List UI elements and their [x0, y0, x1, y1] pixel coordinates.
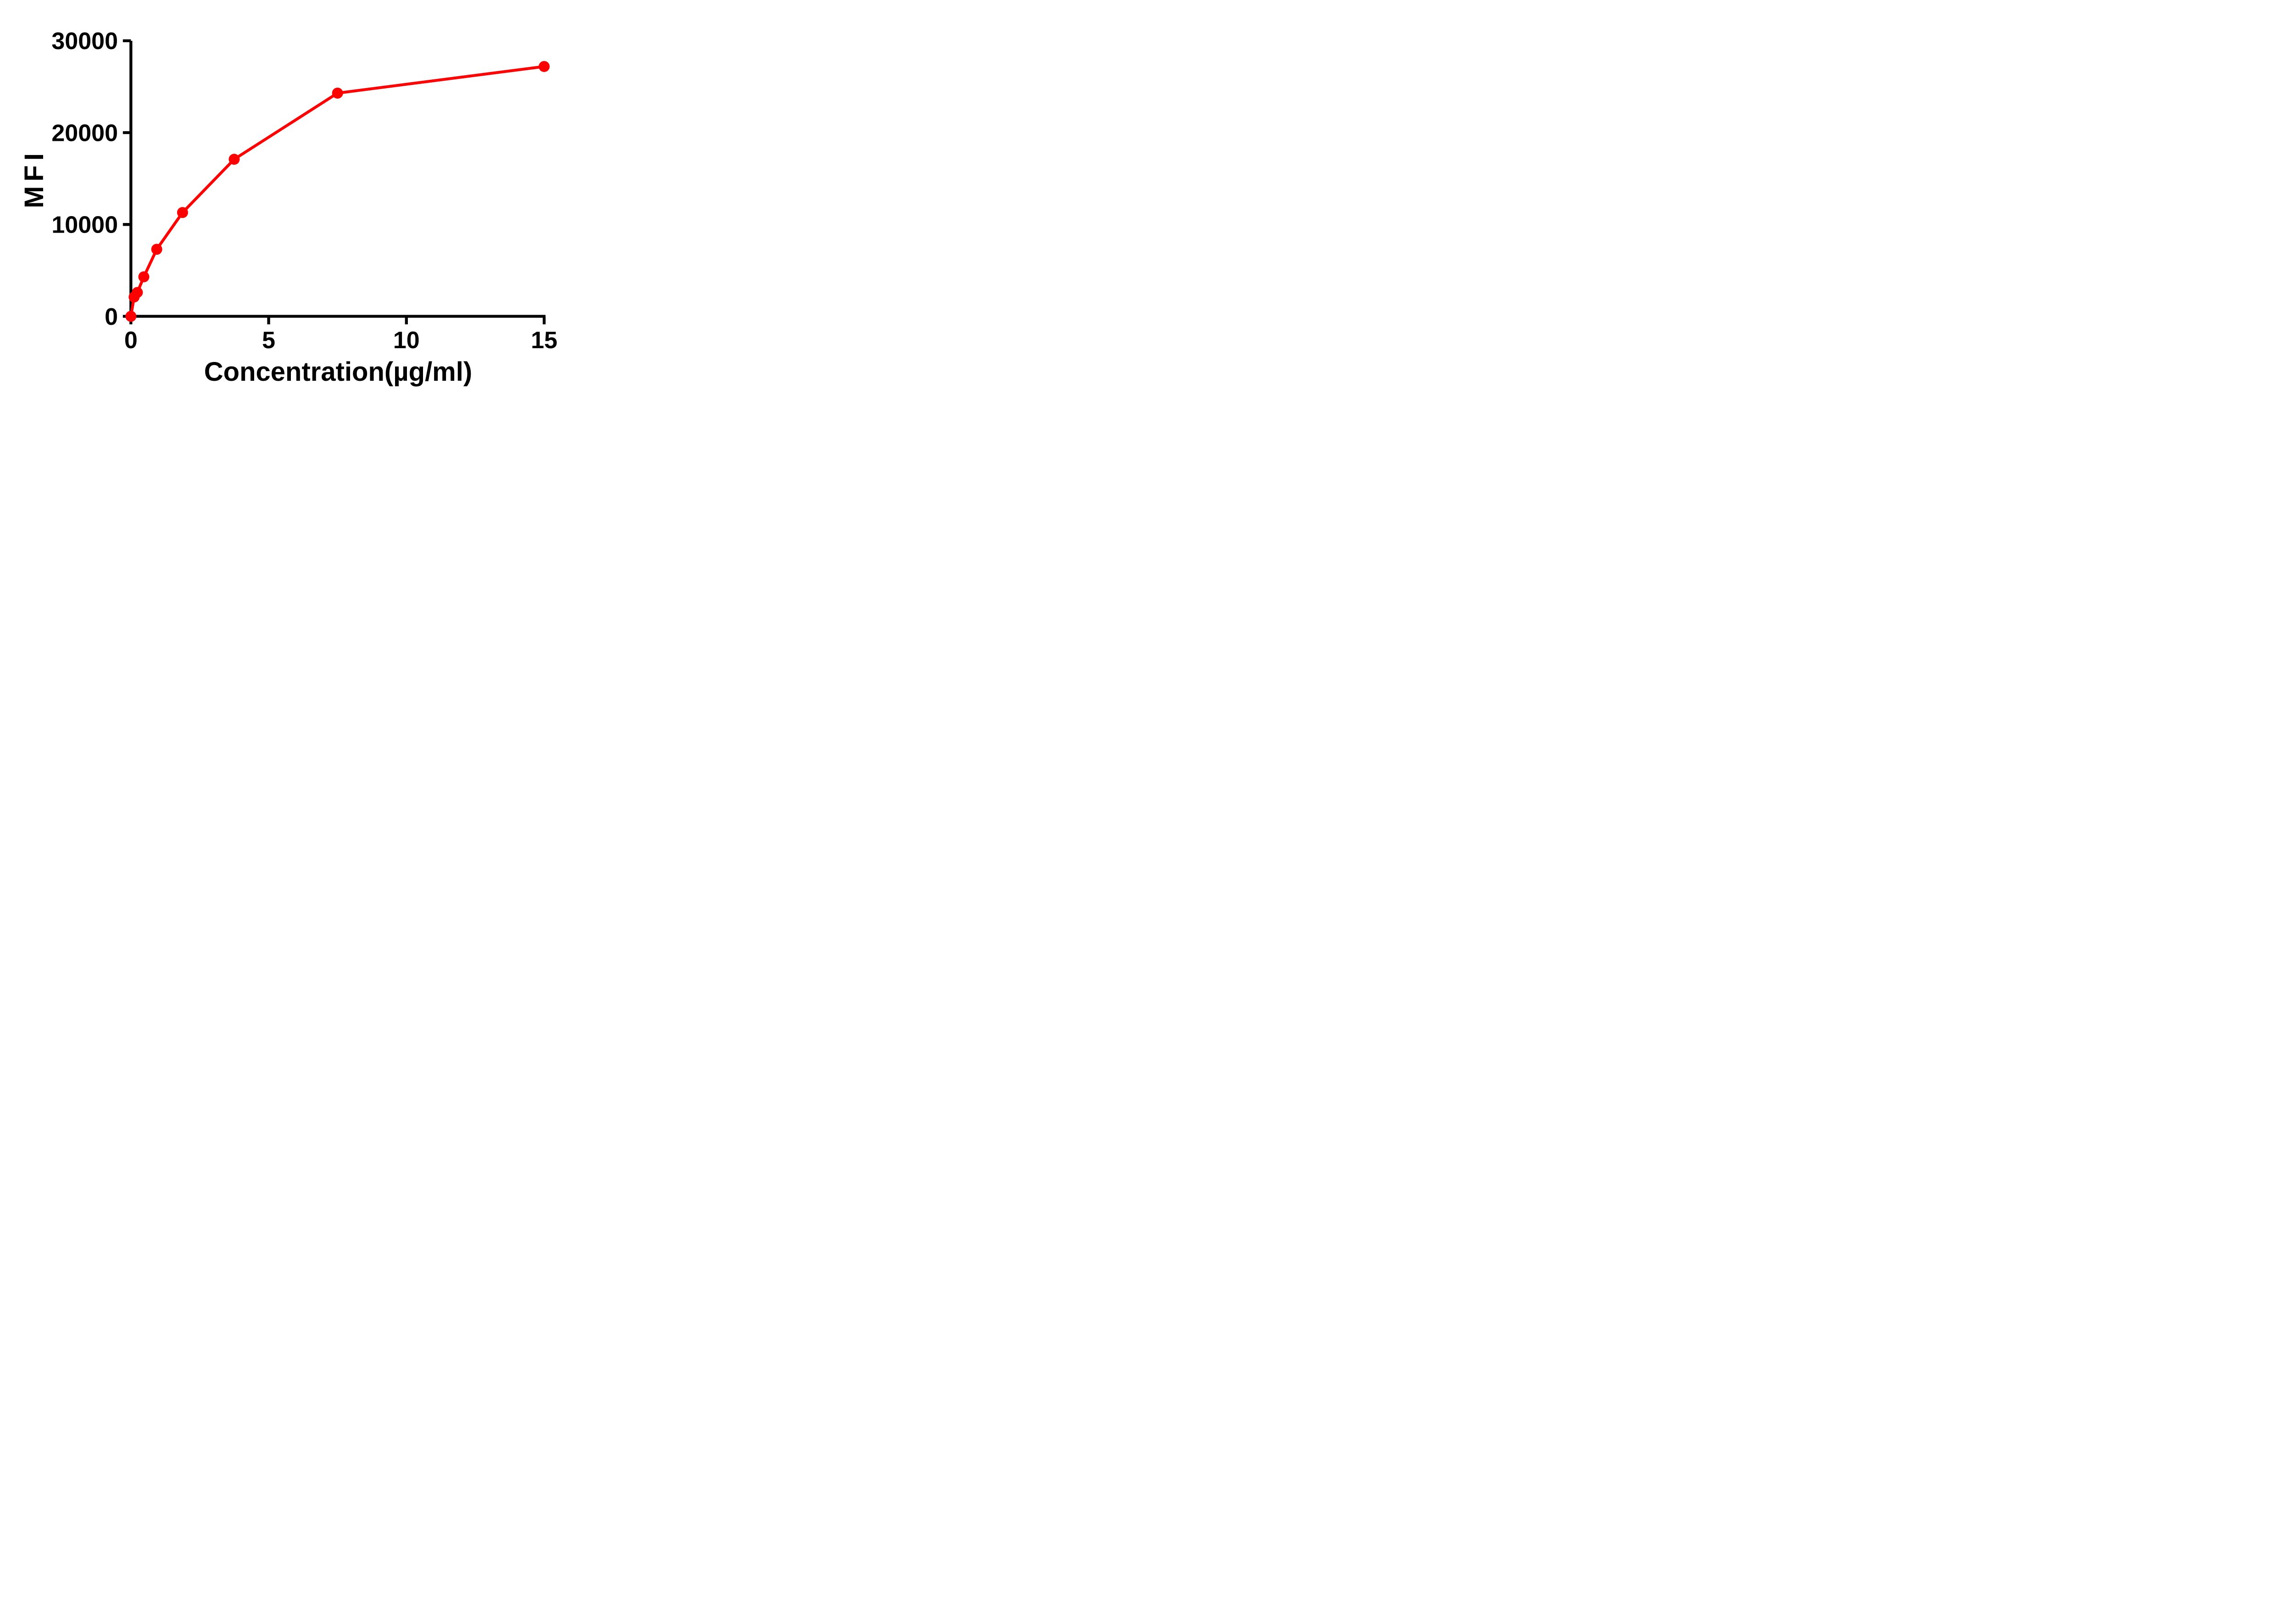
chart-figure: 0 5 10 15 0 10000 20000 30000 MFI Concentration… — [0, 0, 613, 406]
series-layer — [125, 61, 550, 322]
data-point — [539, 61, 550, 72]
axes-layer: 0 5 10 15 0 10000 20000 30000 — [51, 28, 557, 354]
y-axis-title: MFI — [19, 149, 49, 208]
y-tick-label: 10000 — [51, 212, 118, 239]
x-tick-label: 15 — [531, 327, 557, 354]
data-point — [138, 271, 150, 283]
x-tick-label: 0 — [124, 327, 138, 354]
series-line — [129, 65, 545, 317]
y-tick-label: 30000 — [51, 28, 118, 55]
y-tick-label: 20000 — [51, 120, 118, 146]
data-point — [125, 311, 137, 322]
data-point — [332, 88, 343, 99]
data-point — [132, 287, 143, 298]
x-tick-label: 5 — [262, 327, 275, 354]
x-axis-title: Concentration(µg/ml) — [204, 357, 472, 387]
line-chart-canvas: 0 5 10 15 0 10000 20000 30000 MFI Concentration… — [19, 28, 557, 387]
y-tick-label: 0 — [105, 304, 118, 330]
data-point — [177, 207, 188, 218]
data-point — [151, 244, 162, 255]
axis-lines — [129, 41, 546, 318]
data-point — [228, 154, 240, 165]
x-tick-label: 10 — [393, 327, 420, 354]
